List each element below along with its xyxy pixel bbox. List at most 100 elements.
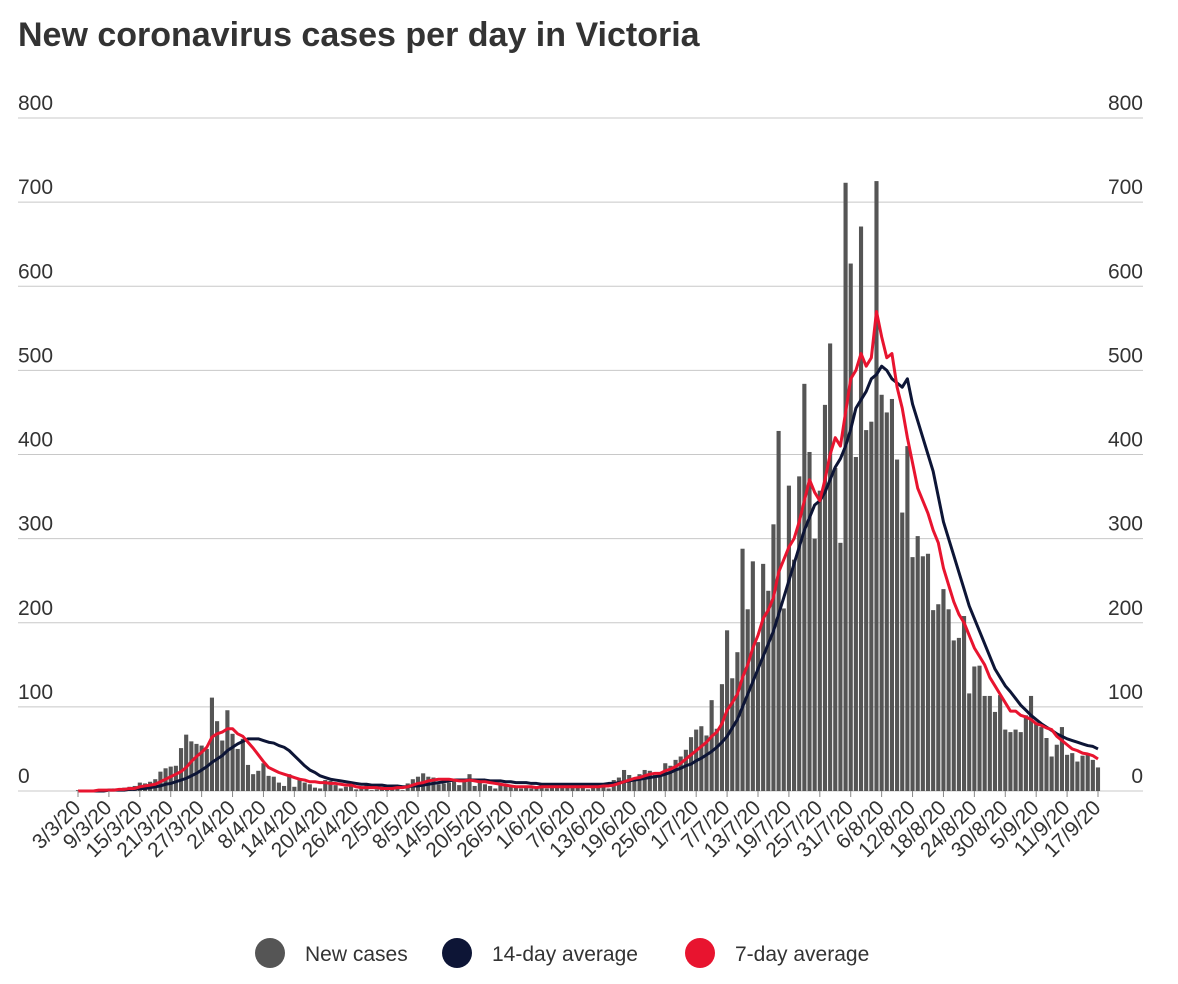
bar [802,383,807,791]
bar [266,775,271,791]
bar [1095,767,1101,791]
bar [570,787,575,791]
bar [1054,744,1059,791]
bar [915,536,920,791]
bar [652,775,658,791]
chart-title: New coronavirus cases per day in Victori… [18,16,701,54]
y-tick-label: 0 [18,765,30,788]
bar [797,476,802,791]
bar [1080,755,1085,791]
bar [874,181,879,791]
bar [838,542,843,791]
bar [245,764,251,791]
bar [781,608,786,791]
bar [637,774,642,791]
bar [771,524,776,791]
bar [292,786,297,791]
bar [549,787,554,791]
bar [807,451,812,791]
y2-tick-label: 300 [1108,513,1143,536]
y-tick-label: 600 [18,260,53,283]
bar [967,693,972,791]
bar [518,788,524,791]
bar [369,790,374,791]
bar [220,740,225,791]
bar [627,775,632,791]
legend-item: 7-day average [685,938,869,968]
bar [343,786,348,791]
bar [493,788,498,791]
bar [998,695,1003,791]
bar [1013,729,1018,791]
bar [235,748,240,791]
bar [585,789,591,791]
legend-item: 14-day average [442,938,638,968]
y2-tick-label: 200 [1108,597,1143,620]
bar [596,787,601,791]
bar [678,756,683,791]
bar [709,700,714,791]
bar [740,548,745,791]
bar [333,785,338,791]
bar [642,769,647,791]
bar [1028,695,1034,791]
bar [895,459,900,791]
bar [1075,761,1080,791]
bar [1008,732,1013,791]
bar [477,781,482,791]
legend-label: 7-day average [735,943,869,966]
bar [673,759,678,791]
bar [560,785,565,791]
bar [925,553,931,791]
bar [833,467,838,791]
bar [853,457,858,791]
bar [503,785,508,791]
bar [209,697,214,791]
bar [601,784,606,791]
legend-swatch [685,938,715,968]
bar [1018,732,1023,791]
bar [555,787,560,791]
bar [658,776,663,791]
bar [400,790,405,791]
bar [488,785,493,791]
y-tick-label: 400 [18,429,53,452]
bar [359,788,364,791]
bar [482,784,488,791]
bar [663,763,668,791]
bar [462,780,467,791]
line [78,364,1099,793]
bar [1023,715,1028,791]
bar [168,766,173,791]
bar [452,779,457,791]
bar [931,610,936,791]
bar [472,785,477,791]
bar [864,430,869,791]
bar [869,421,874,791]
y-tick-label: 800 [18,92,53,115]
bar [822,404,828,791]
y-tick-label: 300 [18,513,53,536]
bar [1034,722,1039,791]
bar [946,609,951,791]
bar [1039,727,1044,791]
bar [900,512,905,791]
y2-tick-label: 0 [1131,765,1143,788]
bar [457,785,462,791]
bar [843,182,848,791]
bar [544,788,549,791]
bar [755,642,761,791]
legend-item: New cases [255,938,408,968]
bar [240,738,245,791]
bar [812,538,817,791]
bar [215,721,220,791]
bar [683,749,688,791]
legend-label: New cases [305,943,408,966]
y2-tick-label: 600 [1108,260,1143,283]
y-tick-label: 500 [18,344,53,367]
bar [230,733,235,791]
bar [828,343,833,791]
bar [1044,738,1049,791]
bar [1065,754,1070,791]
